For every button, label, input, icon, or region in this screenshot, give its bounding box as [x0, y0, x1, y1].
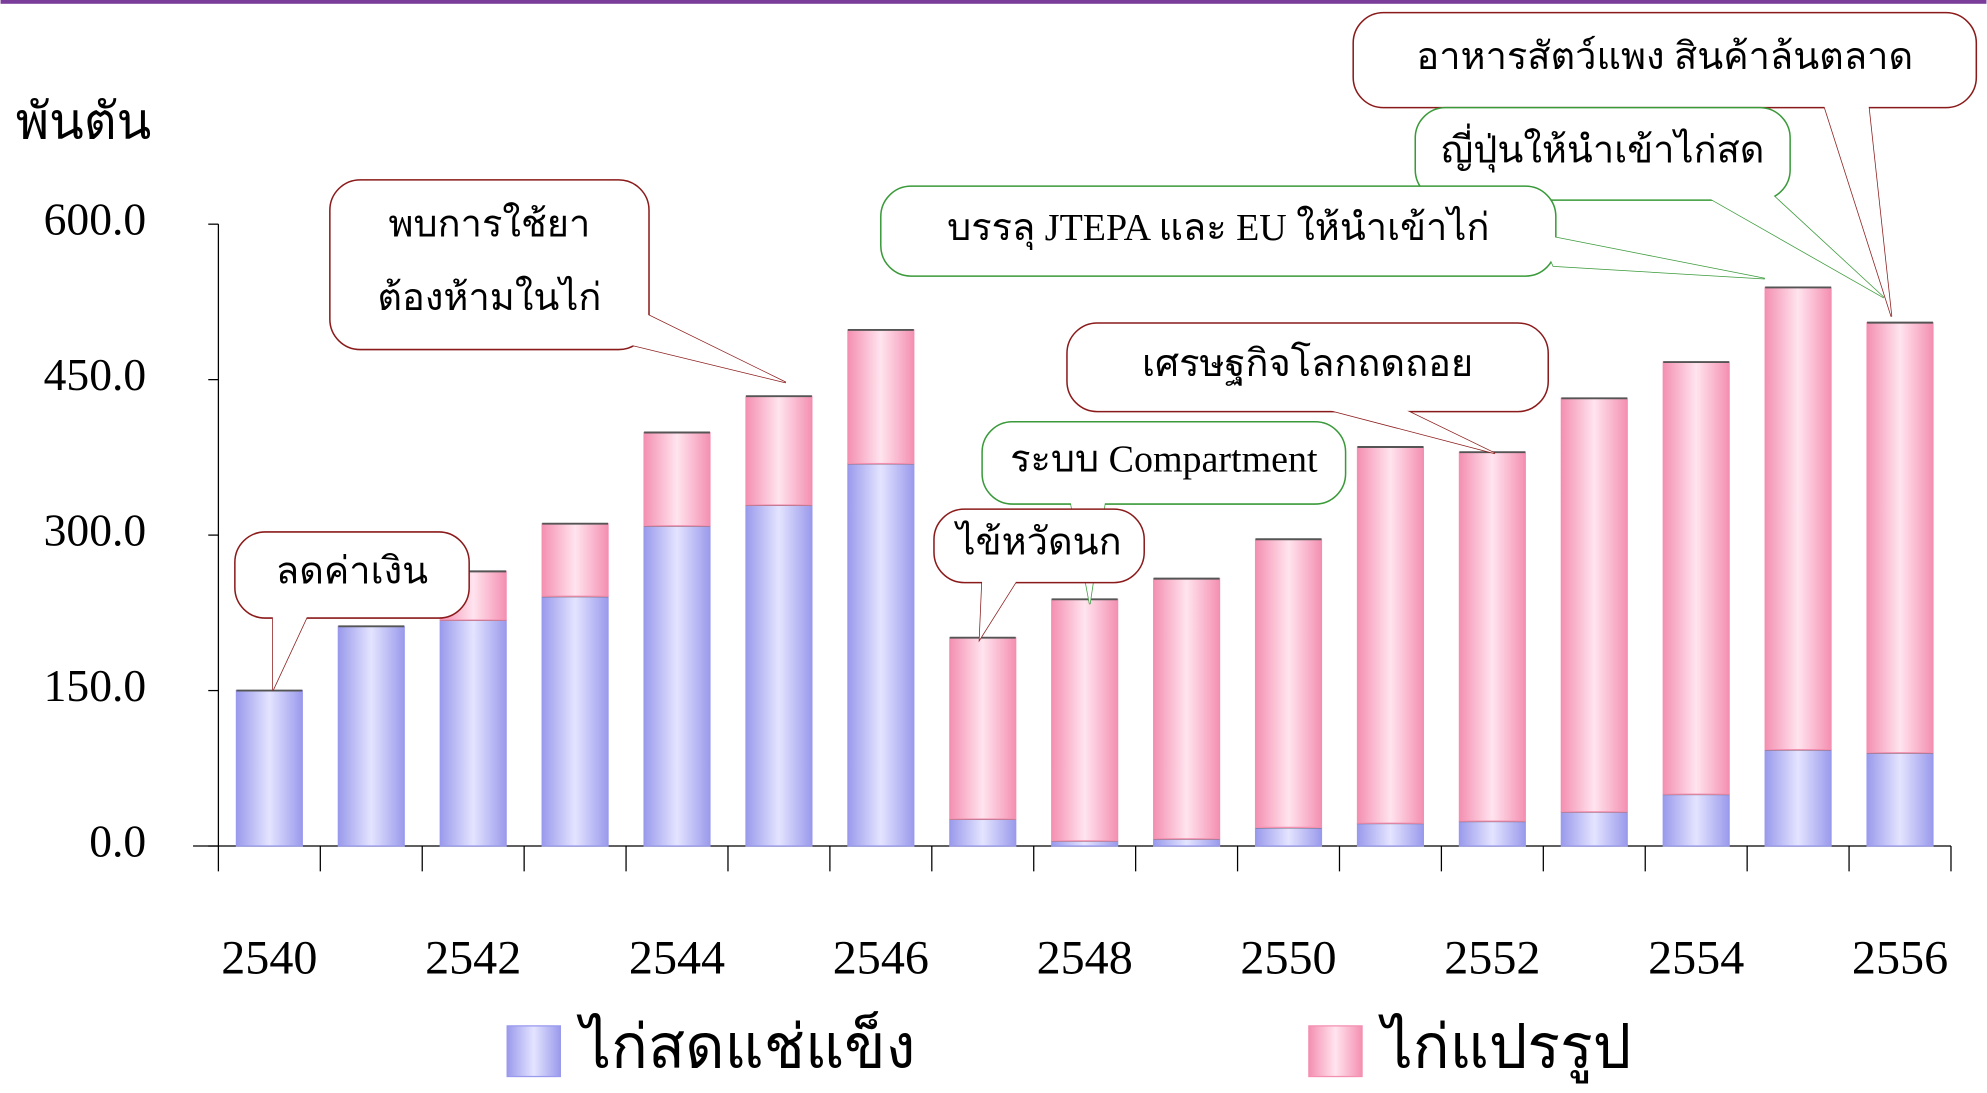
bar-segment: [1560, 397, 1628, 813]
callout: บรรลุ JTEPA และ EU ให้นำเข้าไก่: [880, 185, 1765, 280]
bar-segment: [1153, 838, 1221, 847]
callout-text: ลดค่าเงิน: [276, 551, 428, 593]
bar-segment: [541, 523, 609, 597]
x-tick-label: 2556: [1852, 932, 1948, 985]
callout-box: [1414, 106, 1791, 201]
bar-segment: [1764, 286, 1832, 751]
callout-text: ระบบ Compartment: [1010, 439, 1318, 481]
bar-segment: [1866, 322, 1934, 754]
legend-label: ไก่แปรรูป: [1377, 1013, 1631, 1084]
bar-segment: [949, 637, 1017, 820]
bar-segment: [847, 329, 915, 465]
callout-box: [880, 185, 1557, 277]
callout: พบการใช้ยาต้องห้ามในไก่: [329, 179, 787, 384]
bar-segment: [1662, 361, 1730, 795]
callout-tail-join: [979, 581, 1017, 640]
callout: ระบบ Compartment: [981, 420, 1347, 605]
callout: ลดค่าเงิน: [234, 531, 470, 691]
legend-swatch: [1308, 1025, 1363, 1078]
callout-box: [329, 179, 650, 351]
x-tick-label: 2542: [425, 932, 521, 985]
top-rule: [0, 0, 1987, 4]
bar-segment: [1051, 598, 1119, 842]
bar-segment: [1458, 451, 1526, 822]
bar-segment: [235, 689, 303, 847]
bar-segment: [1356, 446, 1425, 824]
y-tick-label: 300.0: [44, 505, 147, 556]
bar-segment: [745, 395, 813, 506]
callout-text: ญี่ปุ่นให้นำเข้าไก่สด: [1441, 124, 1765, 173]
bar-segment: [439, 619, 507, 847]
bar-segment: [1254, 826, 1323, 847]
callout-text: อาหารสัตว์แพง สินค้าล้นตลาด: [1416, 35, 1913, 78]
bar-segment: [643, 431, 711, 527]
callout: อาหารสัตว์แพง สินค้าล้นตลาด: [1352, 11, 1978, 317]
callout-box: [981, 420, 1347, 505]
bar-segment: [949, 818, 1017, 847]
bar-segment: [1662, 793, 1730, 847]
bar-segment: [1560, 811, 1628, 847]
x-tick-label: 2548: [1037, 932, 1133, 985]
callout-box: [933, 508, 1145, 584]
callout-tail-join: [608, 314, 786, 383]
y-tick-label: 600.0: [44, 194, 147, 245]
y-tick-label: 450.0: [44, 349, 147, 400]
bar-segment: [1153, 577, 1221, 840]
x-tick-label: 2554: [1648, 932, 1744, 985]
x-tick-label: 2540: [221, 932, 317, 985]
callout: เศรษฐกิจโลกถดถอย: [1066, 322, 1549, 455]
x-tick-label: 2546: [833, 932, 929, 985]
bar-segment: [337, 625, 405, 847]
callout-box: [1066, 322, 1549, 413]
callout-tail-join: [1330, 410, 1496, 454]
y-tick-label: 150.0: [44, 660, 147, 711]
x-tick-label: 2544: [629, 932, 725, 985]
callout-text: บรรลุ JTEPA และ EU ให้นำเข้าไก่: [947, 206, 1489, 250]
bar-segment: [1458, 820, 1526, 847]
callout-text: พบการใช้ยา: [389, 203, 591, 246]
x-tick-label: 2550: [1240, 932, 1336, 985]
y-axis-label: พันตัน: [16, 93, 152, 149]
callout-tail-join: [1539, 234, 1765, 279]
callout-text: เศรษฐกิจโลกถดถอย: [1142, 341, 1473, 386]
legend-label: ไก่สดแช่แข็ง: [576, 1012, 916, 1082]
callout-tail-join: [1710, 189, 1884, 298]
bar-segment: [643, 525, 711, 847]
bar-segment: [541, 595, 609, 847]
callout-box: [234, 531, 470, 619]
callout: ญี่ปุ่นให้นำเข้าไก่สด: [1414, 106, 1885, 299]
callout: ไข้หวัดนก: [933, 508, 1145, 643]
bar-segment: [1254, 538, 1323, 829]
callout-text: ไข้หวัดนก: [954, 521, 1122, 564]
callout-text: ต้องห้ามในไก่: [377, 276, 601, 319]
bar-segment: [745, 504, 813, 847]
bar-segment: [847, 462, 915, 847]
y-tick-label: 0.0: [89, 815, 146, 866]
bar-segment: [1866, 752, 1934, 847]
legend-swatch: [506, 1025, 561, 1078]
x-tick-label: 2552: [1444, 932, 1540, 985]
bar-segment: [1356, 822, 1425, 847]
bar-segment: [1764, 749, 1832, 847]
